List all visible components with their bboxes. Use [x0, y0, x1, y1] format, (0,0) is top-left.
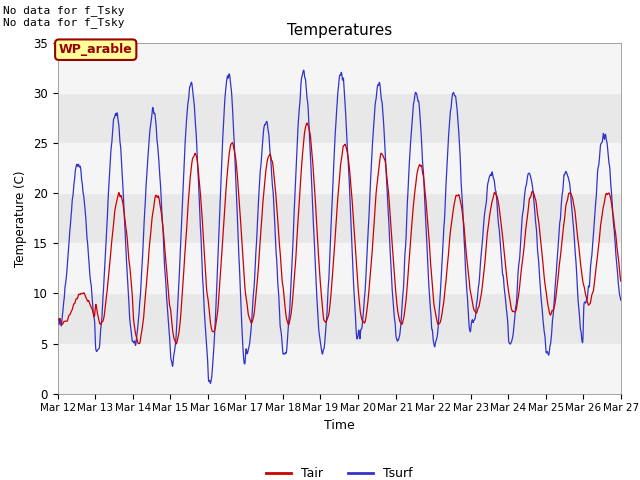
Bar	[58, 243, 621, 293]
Bar	[58, 344, 621, 394]
Bar	[58, 144, 621, 193]
Y-axis label: Temperature (C): Temperature (C)	[15, 170, 28, 267]
X-axis label: Time: Time	[324, 419, 355, 432]
Bar	[58, 43, 621, 93]
Legend: Tair, Tsurf: Tair, Tsurf	[261, 462, 417, 480]
Text: WP_arable: WP_arable	[59, 43, 132, 56]
Title: Temperatures: Temperatures	[287, 23, 392, 38]
Text: No data for f_Tsky
No data for f_Tsky: No data for f_Tsky No data for f_Tsky	[3, 5, 125, 28]
